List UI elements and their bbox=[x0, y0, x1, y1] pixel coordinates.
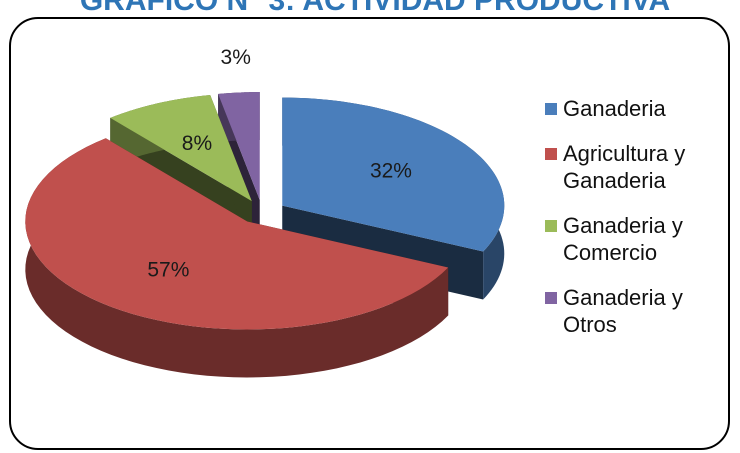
slice bbox=[110, 95, 252, 202]
frame bbox=[9, 17, 730, 450]
data-label: 32% bbox=[370, 160, 412, 183]
slice bbox=[282, 97, 505, 252]
legend-label: Ganaderia bbox=[563, 96, 666, 121]
legend-swatch bbox=[545, 103, 557, 115]
legend-swatch bbox=[545, 148, 557, 160]
slice-wall bbox=[25, 138, 449, 378]
data-label: 57% bbox=[147, 259, 189, 282]
chart-title: GRAFICO N° 3: ACTIVIDAD PRODUCTIVA bbox=[80, 0, 670, 17]
legend-label: Agricultura y Ganaderia bbox=[563, 141, 686, 193]
legend-swatch bbox=[545, 292, 557, 304]
data-label: 8% bbox=[182, 132, 212, 155]
slice bbox=[218, 92, 260, 201]
legend-label: Ganaderia y Otros bbox=[563, 285, 683, 337]
legend: Ganaderia Agricultura y Ganaderia Ganaderi… bbox=[545, 95, 725, 356]
data-label: 3% bbox=[221, 46, 251, 69]
legend-item: Ganaderia y Comercio bbox=[545, 212, 725, 266]
legend-item: Ganaderia bbox=[545, 95, 725, 122]
legend-swatch bbox=[545, 220, 557, 232]
slice bbox=[25, 138, 449, 330]
legend-item: Agricultura y Ganaderia bbox=[545, 140, 725, 194]
legend-item: Ganaderia y Otros bbox=[545, 284, 725, 338]
legend-label: Ganaderia y Comercio bbox=[563, 213, 683, 265]
